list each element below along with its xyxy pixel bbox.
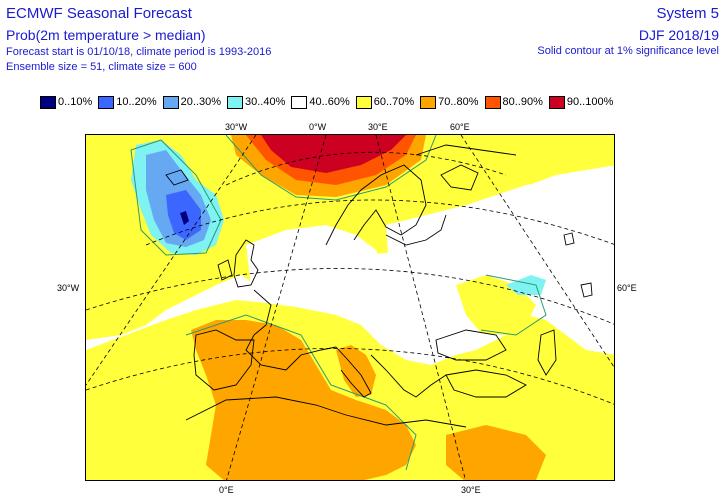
legend-swatch — [162, 95, 179, 109]
coast-lake-2 — [580, 282, 593, 298]
tick-top-30e: 30°E — [368, 122, 388, 132]
coast-turkey — [445, 369, 527, 398]
graticule — [86, 135, 614, 480]
season-label: DJF 2018/19 — [638, 27, 719, 43]
tick-top-0w: 0°W — [309, 122, 327, 132]
map-canvas — [86, 135, 614, 480]
parallel-50n — [86, 268, 614, 325]
legend-item-3: 30..40% — [227, 95, 286, 109]
fill-70-80-east — [446, 425, 546, 480]
coast-caspian — [537, 329, 557, 376]
contour-south — [185, 314, 417, 471]
legend-swatch — [548, 95, 565, 109]
legend-swatch — [98, 95, 115, 109]
meridian-30e — [375, 135, 466, 480]
coast-white-sea — [440, 164, 479, 191]
probability-fills — [86, 135, 614, 480]
legend-label: 90..100% — [566, 96, 614, 108]
contour-north — [225, 135, 437, 201]
coastlines — [165, 144, 593, 428]
legend-swatch — [40, 95, 56, 109]
coast-scandinavia — [325, 164, 427, 246]
legend-item-7: 80..90% — [484, 95, 543, 109]
legend-item-1: 10..20% — [98, 95, 157, 109]
legend-swatch — [484, 95, 501, 109]
fill-30-40-east — [506, 275, 546, 295]
map-title: ECMWF Seasonal Forecast — [6, 5, 192, 22]
coast-europe-west — [245, 289, 337, 371]
fill-60-70-ne — [486, 135, 566, 170]
legend-label: 30..40% — [245, 96, 286, 108]
system-label: System 5 — [656, 5, 719, 22]
coast-ireland — [217, 259, 233, 281]
fill-40-60-east — [386, 175, 614, 335]
coast-black-sea — [435, 329, 507, 361]
legend-label: 60..70% — [373, 96, 415, 108]
legend-label: 10..20% — [116, 96, 157, 108]
map-subtitle: Prob(2m temperature > median) — [6, 27, 206, 43]
fill-70-80-iberia — [191, 320, 416, 480]
coast-balkans — [370, 354, 447, 398]
significance-note: Solid contour at 1% significance level — [537, 45, 719, 57]
parallel-40n — [86, 348, 614, 405]
meridian-60e — [460, 135, 614, 368]
coast-baltic — [385, 214, 447, 246]
legend: 0..10% 10..20% 20..30% 30..40% 40..60% 6… — [40, 95, 619, 109]
contour-atlantic — [130, 139, 222, 256]
legend-swatch — [355, 95, 372, 109]
coast-barents — [415, 144, 517, 156]
legend-swatch — [291, 95, 308, 109]
coast-iberia — [193, 329, 255, 391]
legend-swatch — [227, 95, 243, 109]
tick-top-30w: 30°W — [225, 122, 248, 132]
legend-item-6: 70..80% — [420, 95, 479, 109]
ensemble-info: Ensemble size = 51, climate size = 600 — [6, 61, 197, 73]
tick-top-60e: 60°E — [450, 122, 470, 132]
coast-lake-1 — [563, 232, 575, 246]
legend-label: 20..30% — [180, 96, 221, 108]
meridian-30w — [86, 135, 257, 386]
tick-right-60e: 60°E — [617, 283, 637, 293]
forecast-info: Forecast start is 01/10/18, climate peri… — [6, 46, 272, 58]
legend-label: 40..60% — [309, 96, 350, 108]
coast-italy — [335, 346, 372, 398]
legend-item-0: 0..10% — [40, 95, 93, 109]
legend-label: 0..10% — [58, 96, 93, 108]
forecast-map — [85, 134, 615, 481]
legend-item-8: 90..100% — [548, 95, 614, 109]
coast-iceland — [165, 169, 189, 186]
tick-bottom-30e: 30°E — [461, 485, 481, 495]
parallel-70n — [225, 151, 507, 186]
tick-bottom-0e: 0°E — [219, 485, 234, 495]
fill-90-100-north — [261, 135, 406, 173]
legend-item-4: 40..60% — [291, 95, 350, 109]
significance-contours — [130, 135, 547, 471]
tick-left-30w: 30°W — [57, 283, 80, 293]
legend-label: 80..90% — [502, 96, 543, 108]
coast-north-africa — [185, 396, 467, 428]
fill-0-10-atlantic — [180, 211, 189, 225]
legend-label: 70..80% — [438, 96, 479, 108]
legend-item-2: 20..30% — [162, 95, 221, 109]
parallel-60n — [145, 199, 614, 246]
coast-britain — [233, 239, 259, 288]
contour-east — [480, 274, 547, 336]
legend-item-5: 60..70% — [355, 95, 415, 109]
legend-swatch — [420, 95, 437, 109]
